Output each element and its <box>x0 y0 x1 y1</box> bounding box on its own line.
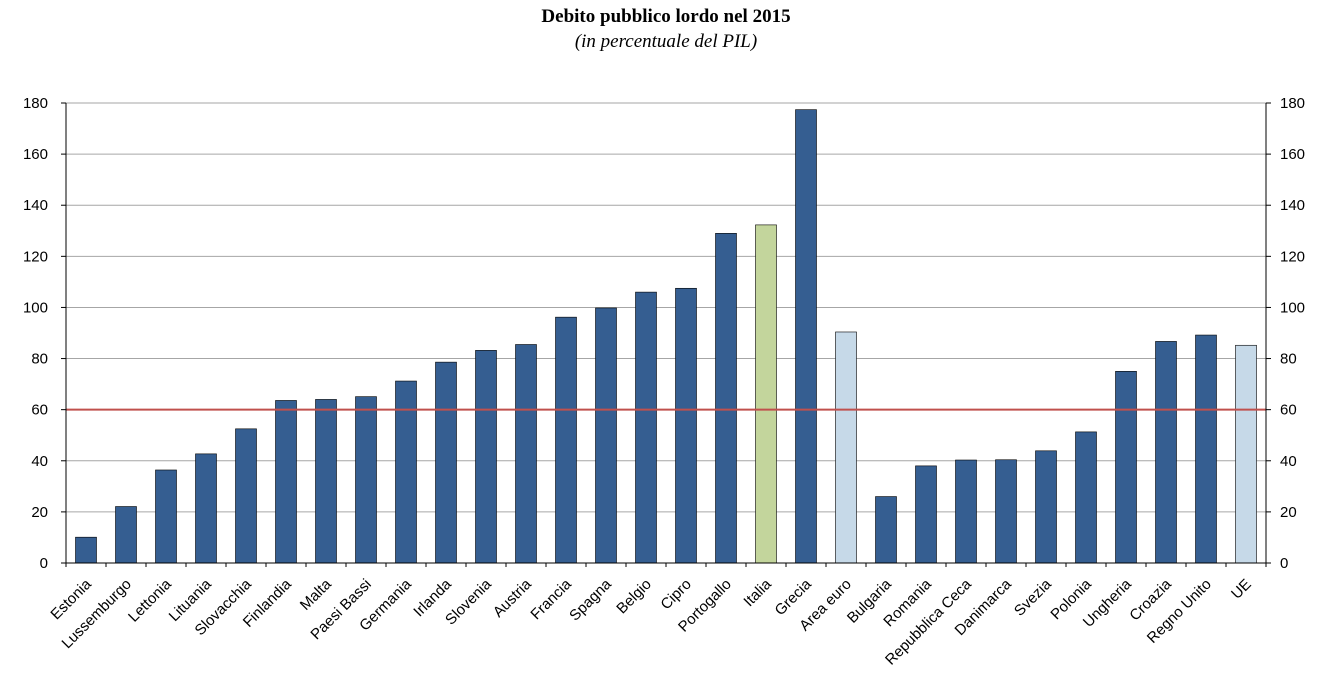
x-tick-label: Italia <box>740 575 775 610</box>
y-tick-label-right: 20 <box>1280 504 1297 521</box>
labels: 0 0 20 20 40 40 60 60 80 80 100 100 120 120 140 140 160 1… <box>23 95 1305 669</box>
y-tick-label-left: 20 <box>31 504 48 521</box>
y-tick-label-left: 180 <box>23 95 48 112</box>
x-tick-label: Belgio <box>613 576 655 618</box>
y-tick-label-right: 0 <box>1280 555 1288 572</box>
x-tick-label: Francia <box>527 575 575 623</box>
y-tick-label-left: 140 <box>23 197 48 214</box>
y-tick-label-right: 160 <box>1280 146 1305 163</box>
chart-title: Debito pubblico lordo nel 2015 <box>541 6 791 27</box>
bar <box>115 506 137 564</box>
bar <box>355 396 377 564</box>
x-tick-label: Spagna <box>566 575 615 624</box>
bar <box>195 453 217 564</box>
bar <box>75 536 97 564</box>
bar <box>1035 450 1057 564</box>
bar <box>435 361 457 564</box>
x-tick-label: Lettonia <box>125 575 175 625</box>
bar <box>155 469 177 564</box>
bar <box>1115 371 1137 564</box>
y-tick-label-right: 180 <box>1280 95 1305 112</box>
bar <box>955 459 977 564</box>
bar <box>275 400 297 564</box>
bar <box>395 380 417 564</box>
x-tick-label: Austria <box>490 575 535 620</box>
y-tick-label-right: 80 <box>1280 351 1297 368</box>
bar <box>1155 341 1177 564</box>
y-tick-label-right: 100 <box>1280 299 1305 316</box>
bar <box>1195 334 1217 564</box>
bar <box>835 331 857 564</box>
y-tick-label-left: 160 <box>23 146 48 163</box>
x-tick-label: Cipro <box>657 576 694 613</box>
bar <box>875 496 897 564</box>
y-tick-label-right: 140 <box>1280 197 1305 214</box>
bar <box>315 399 337 564</box>
y-tick-label-left: 60 <box>31 402 48 419</box>
bar <box>715 233 737 564</box>
bar <box>755 224 777 564</box>
bar <box>235 428 257 564</box>
y-tick-label-right: 120 <box>1280 248 1305 265</box>
y-tick-label-left: 80 <box>31 351 48 368</box>
y-tick-label-right: 60 <box>1280 402 1297 419</box>
bars <box>75 109 1257 564</box>
y-tick-label-left: 100 <box>23 299 48 316</box>
bar <box>675 287 697 564</box>
bar <box>635 291 657 564</box>
y-tick-label-left: 40 <box>31 453 48 470</box>
y-tick-label-left: 0 <box>40 555 48 572</box>
bar <box>1235 344 1257 564</box>
chart-subtitle: (in percentuale del PIL) <box>574 31 758 52</box>
bar <box>475 350 497 564</box>
x-tick-label: UE <box>1228 576 1255 603</box>
bar <box>515 344 537 564</box>
bar <box>1075 431 1097 564</box>
y-tick-label-left: 120 <box>23 248 48 265</box>
bar <box>595 307 617 564</box>
bar <box>915 465 937 564</box>
bar <box>995 459 1017 564</box>
axes <box>61 102 1271 567</box>
bar <box>795 109 817 564</box>
bar <box>555 316 577 564</box>
y-tick-label-right: 40 <box>1280 453 1297 470</box>
